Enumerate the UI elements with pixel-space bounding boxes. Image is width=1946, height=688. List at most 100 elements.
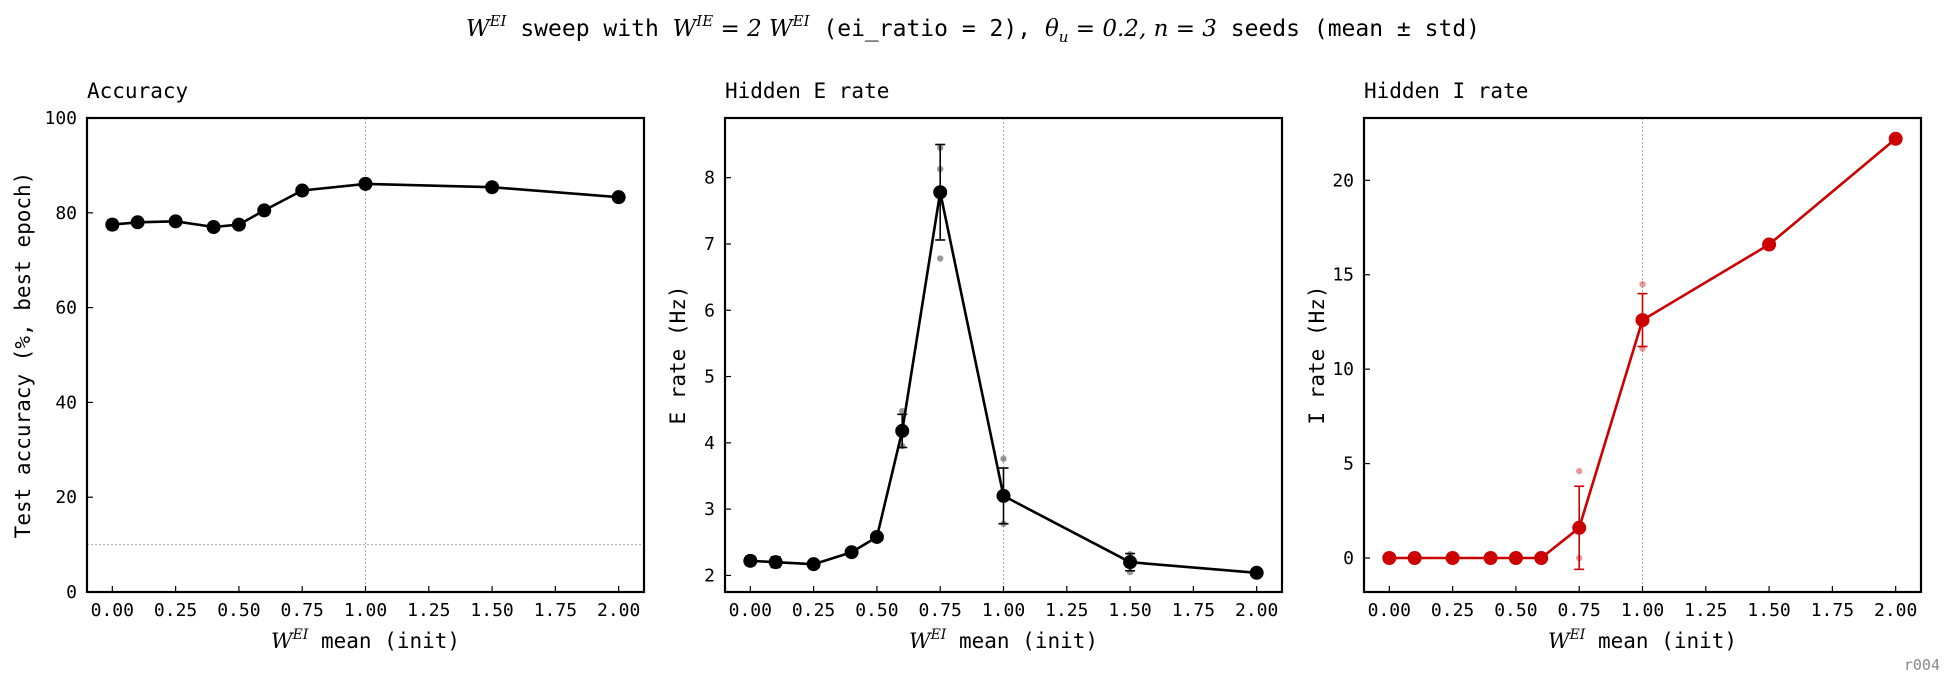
suptitle-theta-sub: u xyxy=(1059,28,1069,46)
chart-e-rate-data-point xyxy=(895,423,910,438)
chart-i-rate-axes-frame xyxy=(1362,116,1923,594)
chart-accuracy-data-point xyxy=(611,190,626,205)
chart-e-rate-ytick-label: 3 xyxy=(704,499,715,520)
chart-e-rate-data-point xyxy=(844,545,859,560)
chart-accuracy-axes-frame xyxy=(85,116,646,594)
chart-e-rate-seed-point xyxy=(937,255,944,262)
chart-i-rate-xtick-label: 0.00 xyxy=(1368,600,1411,621)
chart-i-rate-seed-point xyxy=(1576,467,1583,475)
chart-e-rate-xtick-label: 0.75 xyxy=(919,600,962,621)
figure-suptitle: WEI sweep with WIE = 2 WEI (ei_ratio = 2… xyxy=(466,12,1480,46)
chart-e-rate-xlabel-w: W xyxy=(909,629,933,653)
suptitle-w2: W xyxy=(673,16,699,42)
suptitle-theta-val: = 0.2, xyxy=(1068,16,1153,42)
chart-accuracy-data-point xyxy=(231,217,246,232)
chart-accuracy-xtick-label: 1.25 xyxy=(407,600,450,621)
chart-i-rate-xlabel-text: mean (init) xyxy=(1585,629,1737,653)
chart-accuracy-data-point xyxy=(168,214,183,229)
chart-i-rate-xtick-label: 1.00 xyxy=(1621,600,1664,621)
chart-accuracy-xlabel-ei: EI xyxy=(292,627,309,643)
chart-e-rate-xtick-label: 0.00 xyxy=(729,600,772,621)
chart-e-rate-data-point xyxy=(768,555,783,570)
chart-accuracy-xlabel: WEI mean (init) xyxy=(271,627,460,653)
chart-accuracy-data-point xyxy=(485,180,500,195)
chart-e-rate-ytick-label: 5 xyxy=(704,367,715,388)
chart-e-rate-data-point xyxy=(743,553,758,568)
chart-i-rate-xtick-label: 1.75 xyxy=(1811,600,1854,621)
suptitle-text-3: seeds (mean ± std) xyxy=(1217,16,1480,42)
chart-e-rate-xtick-label: 1.00 xyxy=(982,600,1025,621)
chart-accuracy-xtick-label: 0.75 xyxy=(281,600,324,621)
chart-i-rate-xtick-label: 0.50 xyxy=(1494,600,1537,621)
chart-accuracy-xtick-label: 1.50 xyxy=(470,600,513,621)
chart-accuracy-data-point xyxy=(358,176,373,191)
chart-e-rate-data-point xyxy=(996,488,1011,503)
accuracy-panel: 0.00 0.25 0.50 0.75 1.00 1.25 1.50 1.75 2.00 0 20 4… xyxy=(11,79,646,653)
chart-i-rate-data-point xyxy=(1762,237,1777,252)
suptitle-ei: EI xyxy=(489,12,508,30)
chart-i-rate-xtick-label: 0.75 xyxy=(1558,600,1601,621)
chart-accuracy-xtick-label: 0.25 xyxy=(154,600,197,621)
chart-accuracy-title: Accuracy xyxy=(87,79,188,103)
suptitle-text-2: (ei_ratio = 2), xyxy=(810,16,1045,42)
chart-accuracy-ytick-label: 100 xyxy=(44,108,77,129)
chart-e-rate-xtick-label: 1.75 xyxy=(1172,600,1215,621)
chart-e-rate-data-point xyxy=(869,529,884,544)
suptitle-n: n xyxy=(1154,16,1169,42)
figure-watermark: r004 xyxy=(1904,656,1940,674)
chart-e-rate-xtick-label: 1.25 xyxy=(1045,600,1088,621)
chart-e-rate-seed-point xyxy=(1000,455,1007,462)
chart-e-rate-data-point xyxy=(1123,555,1138,570)
chart-i-rate-data-point xyxy=(1445,551,1460,566)
chart-e-rate-ytick-label: 8 xyxy=(704,168,715,189)
chart-accuracy-ylabel: Test accuracy (%, best epoch) xyxy=(11,172,35,539)
suptitle-n-val: = 3 xyxy=(1168,16,1217,42)
chart-i-rate-ytick-label: 5 xyxy=(1343,454,1354,475)
chart-i-rate-title: Hidden I rate xyxy=(1364,79,1528,103)
chart-i-rate-xlabel-w: W xyxy=(1548,629,1572,653)
hidden-i-rate-panel: 0.00 0.25 0.50 0.75 1.00 1.25 1.50 1.75 2.00 0 5 10… xyxy=(1305,79,1923,653)
chart-accuracy-xtick-label: 1.00 xyxy=(344,600,387,621)
chart-accuracy-xtick-label: 1.75 xyxy=(534,600,577,621)
chart-i-rate-ytick-label: 10 xyxy=(1332,359,1354,380)
chart-e-rate-ylabel: E rate (Hz) xyxy=(666,285,690,424)
chart-i-rate-data-point xyxy=(1382,551,1397,566)
chart-e-rate-ytick-label: 4 xyxy=(704,433,715,454)
chart-accuracy-xtick-label: 2.00 xyxy=(597,600,640,621)
chart-e-rate-xlabel-ei: EI xyxy=(930,627,947,643)
chart-accuracy-data-point xyxy=(105,217,120,232)
chart-e-rate-data-point xyxy=(1249,565,1264,580)
chart-i-rate-data-point xyxy=(1888,131,1903,146)
chart-e-rate-axes-frame xyxy=(723,116,1284,594)
chart-i-rate-data-point xyxy=(1572,520,1587,535)
chart-i-rate-ytick-label: 0 xyxy=(1343,548,1354,569)
chart-i-rate-ylabel: I rate (Hz) xyxy=(1305,285,1329,424)
chart-e-rate-title: Hidden E rate xyxy=(725,79,889,103)
chart-i-rate-xtick-label: 2.00 xyxy=(1874,600,1917,621)
chart-accuracy-xlabel-w: W xyxy=(271,629,295,653)
chart-accuracy-xlabel-text: mean (init) xyxy=(308,629,460,653)
chart-i-rate-data-point xyxy=(1635,313,1650,328)
chart-i-rate-data-point xyxy=(1508,551,1523,566)
chart-accuracy-ytick-label: 80 xyxy=(55,203,77,224)
chart-i-rate-ytick-label: 20 xyxy=(1332,170,1354,191)
chart-i-rate-xlabel: WEI mean (init) xyxy=(1548,627,1737,653)
chart-e-rate-xtick-label: 0.50 xyxy=(855,600,898,621)
suptitle-theta: θ xyxy=(1045,16,1059,42)
chart-i-rate-xlabel-ei: EI xyxy=(1569,627,1586,643)
chart-i-rate-xtick-label: 1.50 xyxy=(1747,600,1790,621)
suptitle-ei2: EI xyxy=(792,12,811,30)
suptitle-w3: W xyxy=(769,16,795,42)
chart-e-rate-xtick-label: 2.00 xyxy=(1235,600,1278,621)
chart-accuracy-data-point xyxy=(130,215,145,230)
chart-e-rate-data-point xyxy=(933,185,948,200)
chart-accuracy-xtick-label: 0.00 xyxy=(91,600,134,621)
chart-accuracy-xtick-label: 0.50 xyxy=(217,600,260,621)
chart-i-rate-data-point xyxy=(1407,551,1422,566)
chart-i-rate-xtick-label: 1.25 xyxy=(1684,600,1727,621)
chart-i-rate-xtick-label: 0.25 xyxy=(1431,600,1474,621)
chart-accuracy-ytick-label: 20 xyxy=(55,487,77,508)
chart-e-rate-ytick-label: 7 xyxy=(704,234,715,255)
chart-e-rate-ytick-label: 2 xyxy=(704,565,715,586)
